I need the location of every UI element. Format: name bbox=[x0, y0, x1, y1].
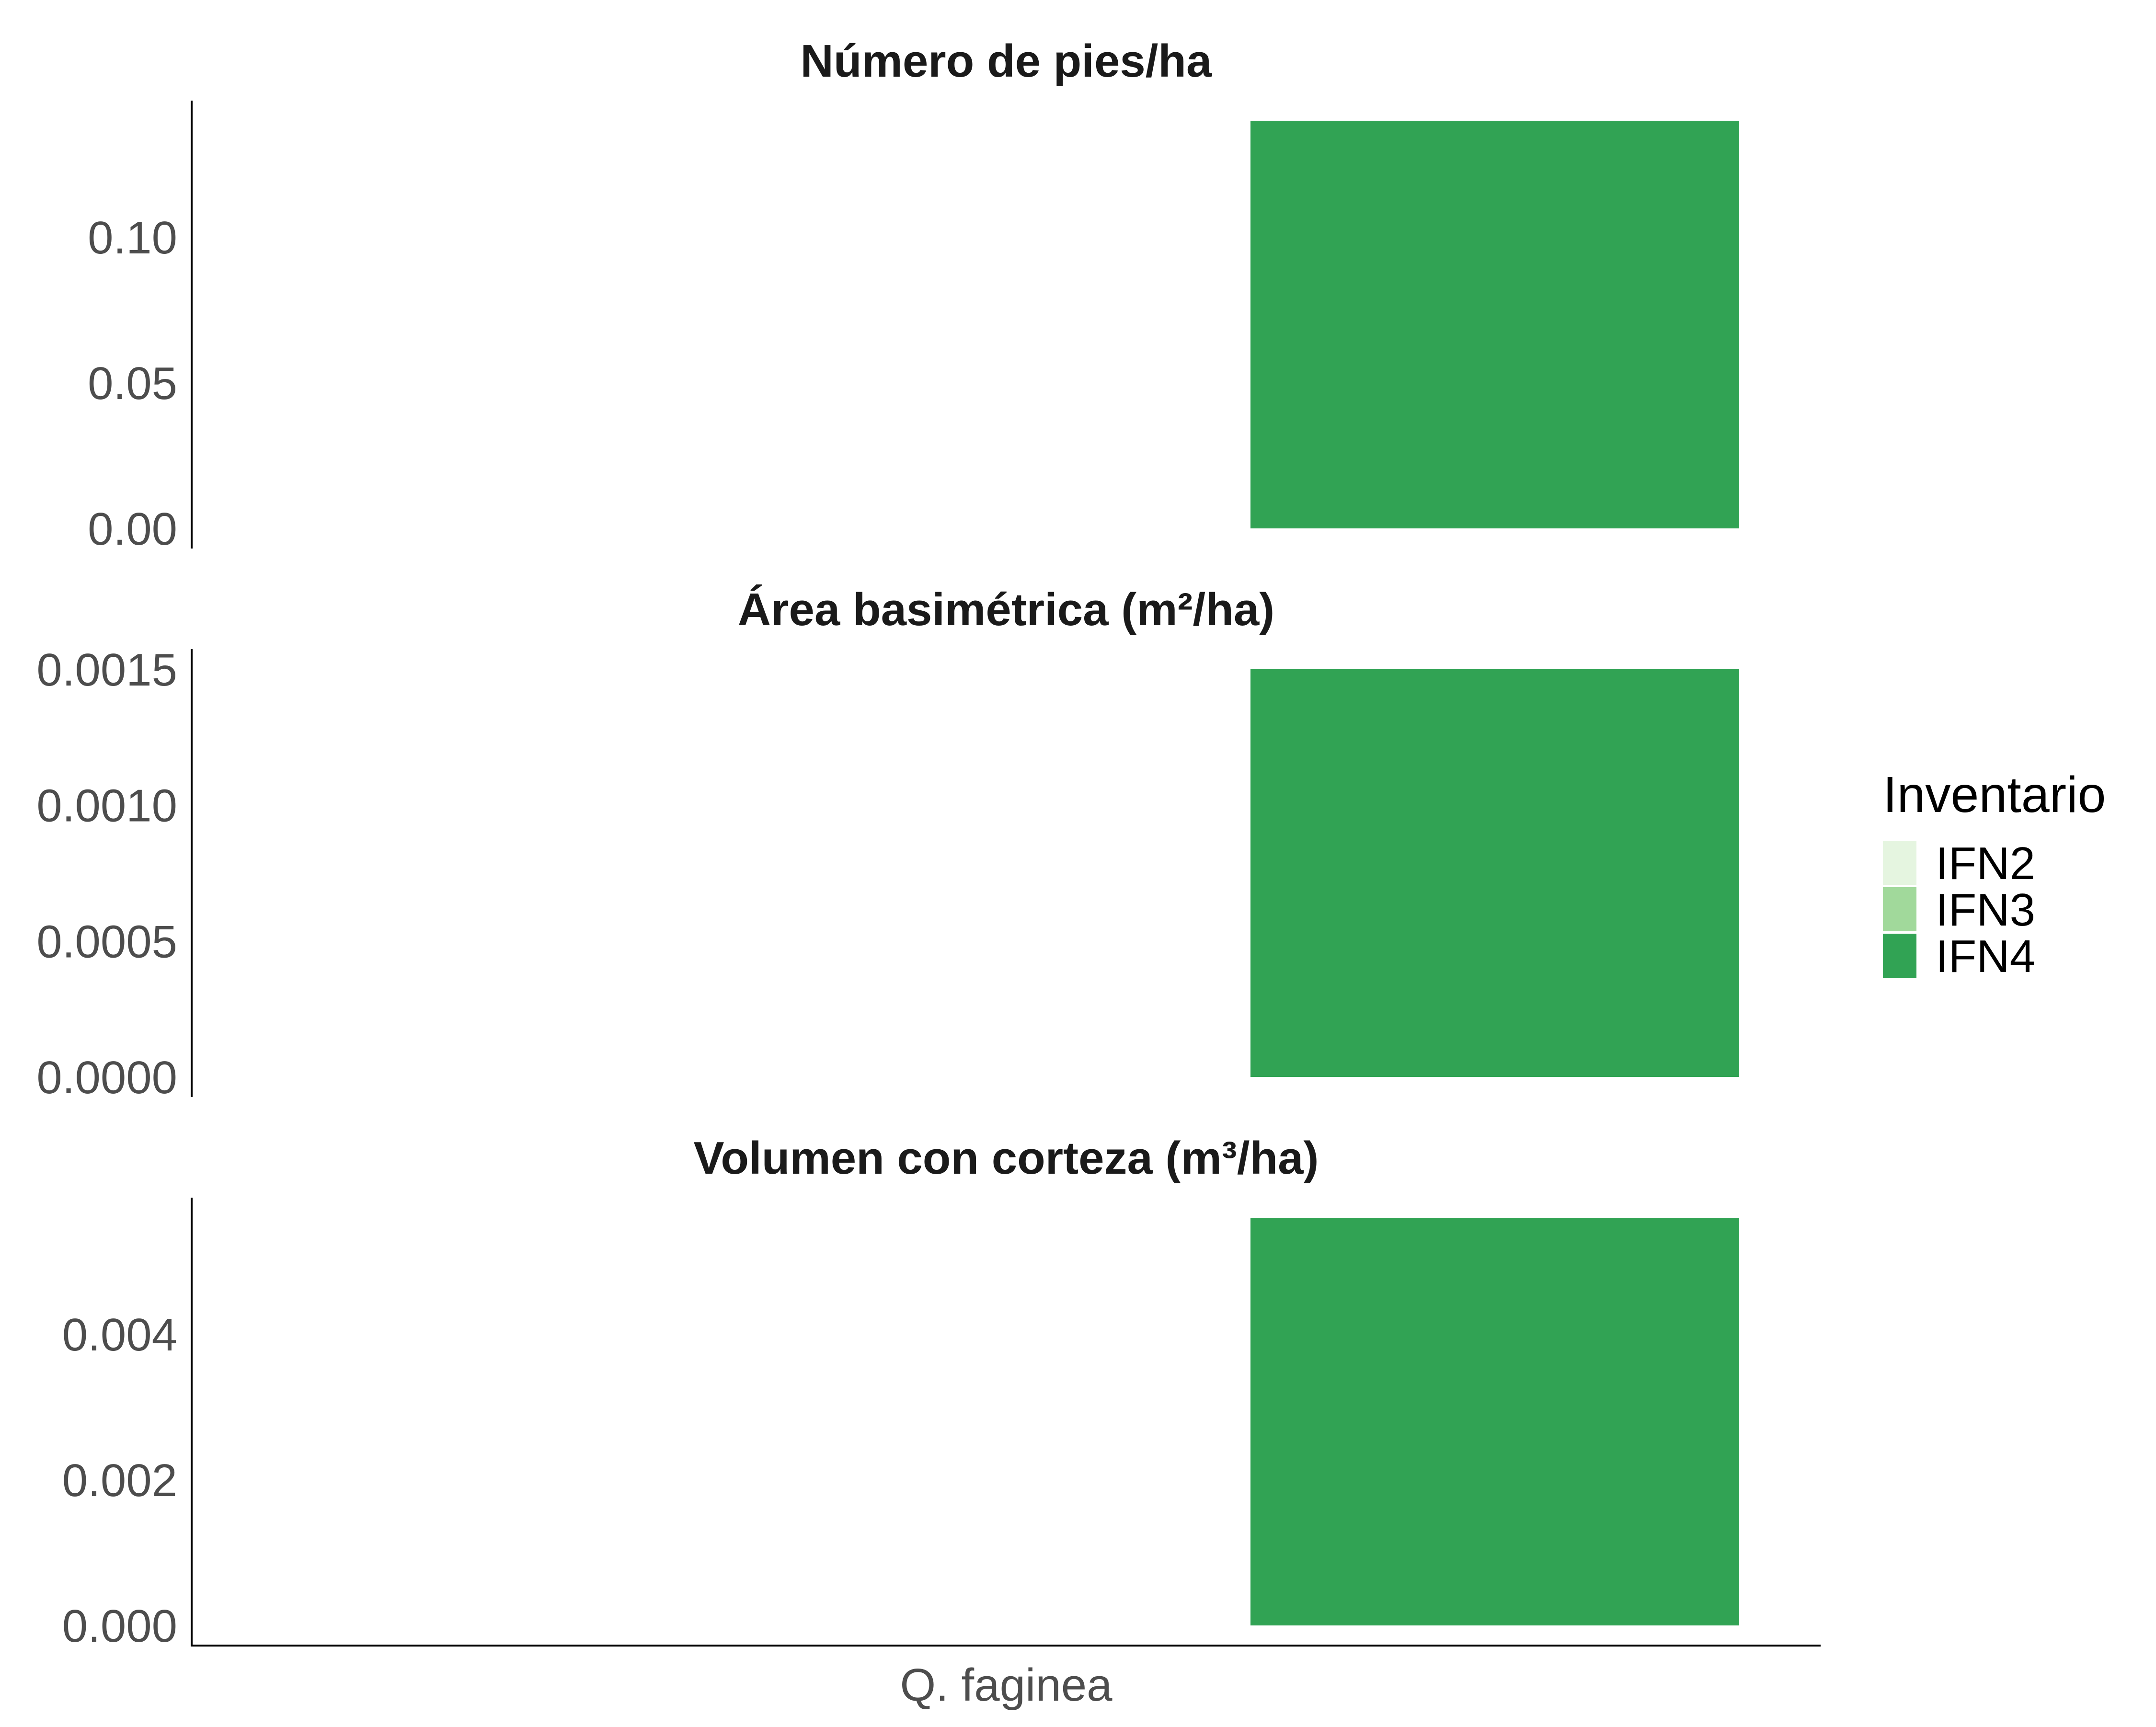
y-tick-label: 0.0005 bbox=[36, 916, 177, 967]
y-tick-label: 0.0010 bbox=[36, 780, 177, 832]
legend-label-ifn2: IFN2 bbox=[1936, 838, 2035, 889]
legend-key-ifn3 bbox=[1883, 887, 1916, 931]
panel-title-3: Volumen con corteza (m³/ha) bbox=[693, 1132, 1319, 1184]
y-tick-label: 0.0000 bbox=[36, 1052, 177, 1103]
legend-title: Inventario bbox=[1883, 766, 2106, 823]
panel-title-1: Número de pies/ha bbox=[801, 35, 1213, 87]
panel-title-2: Área basimétrica (m²/ha) bbox=[738, 584, 1274, 635]
y-tick-label: 0.002 bbox=[62, 1455, 177, 1506]
legend-key-ifn2 bbox=[1883, 841, 1916, 885]
y-tick-label: 0.00 bbox=[88, 503, 177, 555]
y-tick-label: 0.000 bbox=[62, 1601, 177, 1652]
legend-key-ifn4 bbox=[1883, 934, 1916, 978]
bar-ifn4-panel-2 bbox=[1250, 669, 1739, 1077]
x-tick-label: Q. faginea bbox=[900, 1659, 1113, 1711]
legend-label-ifn4: IFN4 bbox=[1936, 931, 2035, 982]
y-tick-label: 0.10 bbox=[88, 212, 177, 263]
y-tick-label: 0.0015 bbox=[36, 644, 177, 696]
y-tick-label: 0.05 bbox=[88, 358, 177, 409]
bar-ifn4-panel-3 bbox=[1250, 1218, 1739, 1625]
bar-ifn4-panel-1 bbox=[1250, 121, 1739, 528]
y-tick-label: 0.004 bbox=[62, 1309, 177, 1361]
legend-label-ifn3: IFN3 bbox=[1936, 884, 2035, 936]
